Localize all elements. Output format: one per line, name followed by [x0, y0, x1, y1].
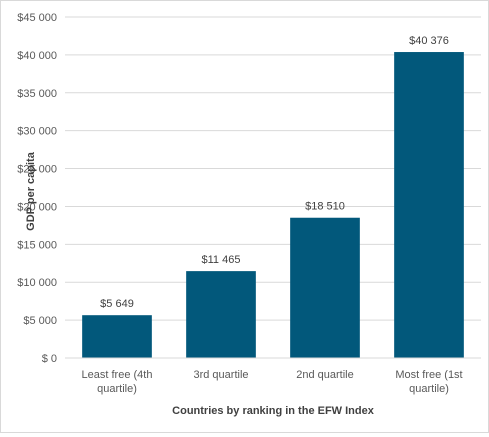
y-tick-label: $25 000: [17, 164, 57, 176]
bar: [290, 217, 360, 358]
y-tick-label: $35 000: [17, 88, 57, 100]
x-tick-label: Most free (1st quartile): [395, 369, 462, 395]
bar: [82, 315, 152, 358]
y-tick-label: $20 000: [17, 201, 57, 213]
y-tick-label: $ 0: [42, 353, 57, 365]
gridlines: [65, 16, 481, 321]
bar: [394, 52, 464, 359]
y-axis-title: GDP per capita: [25, 151, 37, 231]
data-label: $5 649: [100, 298, 134, 310]
data-label: $11 465: [202, 254, 241, 266]
data-label: $40 376: [409, 35, 449, 47]
y-tick-label: $40 000: [17, 50, 57, 62]
x-axis-tick-labels: Least free (4th quartile) 3rd quartile 2nd …: [82, 369, 463, 395]
y-tick-label: $10 000: [17, 277, 57, 289]
y-tick-label: $15 000: [17, 239, 57, 251]
x-tick-label: 2nd quartile: [296, 369, 354, 381]
bars: [82, 52, 464, 359]
data-label: $18 510: [305, 201, 345, 213]
x-axis-title: Countries by ranking in the EFW Index: [172, 405, 375, 417]
y-axis-tick-labels: $ 0 $5 000 $10 000 $15 000 $20 000 $25 000 $30…: [17, 12, 57, 365]
y-tick-label: $30 000: [17, 126, 57, 138]
x-tick-label: 3rd quartile: [193, 369, 248, 381]
x-tick-label: Least free (4th quartile): [82, 369, 153, 395]
y-tick-label: $5 000: [23, 315, 57, 327]
data-labels: $5 649 $11 465 $18 510 $40 376: [100, 35, 449, 310]
y-tick-label: $45 000: [17, 12, 57, 24]
bar: [186, 271, 256, 358]
